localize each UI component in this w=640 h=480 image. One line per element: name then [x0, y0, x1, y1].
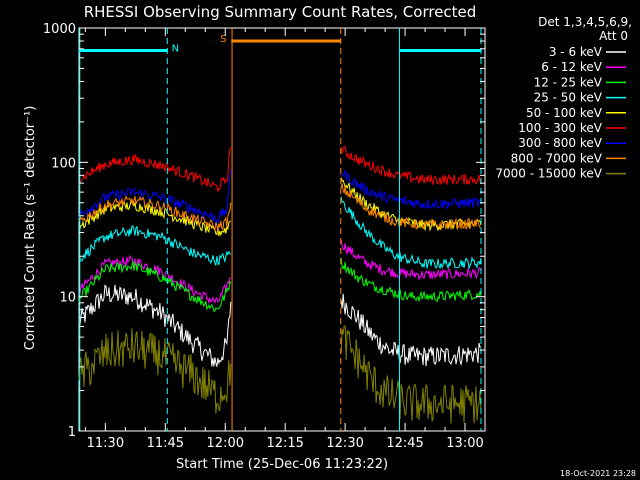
series-line-0-seg-0 — [78, 284, 232, 367]
series-line-7-seg-0 — [78, 195, 232, 232]
series-line-5-seg-1 — [340, 145, 482, 185]
legend-entry-label: 12 - 25 keV — [534, 75, 603, 89]
legend-entry-label: 3 - 6 keV — [549, 45, 603, 59]
x-tick-label: 11:45 — [147, 436, 184, 451]
footer-date: 18-Oct-2021 23:28 — [560, 469, 636, 478]
legend-entry-label: 6 - 12 keV — [541, 60, 603, 74]
y-tick-label: 100 — [51, 156, 76, 171]
series-line-8-seg-0 — [78, 328, 232, 414]
chart-title: RHESSI Observing Summary Count Rates, Co… — [84, 3, 477, 21]
x-tick-label: 12:45 — [386, 436, 423, 451]
series-line-1-seg-0 — [78, 254, 231, 305]
series-line-8-seg-1 — [340, 325, 482, 424]
plot-area — [78, 27, 486, 432]
x-tick-label: 12:30 — [326, 436, 363, 451]
y-tick-label: 1000 — [43, 22, 76, 37]
annotation-layer: NS — [79, 28, 482, 431]
series-line-3-seg-0 — [78, 225, 232, 266]
series-line-3-seg-1 — [340, 196, 482, 270]
plot-frame — [78, 27, 486, 432]
annotation-label-S: S — [220, 34, 226, 45]
legend-entry-label: 25 - 50 keV — [534, 91, 603, 105]
series-line-7-seg-1 — [340, 183, 482, 231]
annotation-label-N: N — [172, 43, 179, 54]
x-axis-label: Start Time (25-Dec-06 11:23:22) — [176, 457, 388, 472]
y-axis-label: Corrected Count Rate (s⁻¹ detector⁻¹) — [23, 106, 38, 351]
x-tick-label: 11:30 — [87, 436, 124, 451]
y-tick-label: 10 — [59, 291, 76, 306]
legend-entry-label: 800 - 7000 keV — [511, 151, 603, 165]
series-line-6-seg-0 — [78, 169, 232, 224]
series-layer — [78, 145, 482, 424]
x-tick-label: 12:00 — [207, 436, 244, 451]
series-line-5-seg-0 — [78, 147, 232, 193]
series-line-4-seg-0 — [78, 200, 231, 237]
series-line-6-seg-1 — [340, 170, 482, 210]
legend-entry-label: 100 - 300 keV — [518, 121, 602, 135]
axis-layer: 11:30 11:45 12:00 12:15 12:30 12:45 13:00 1 10 10… — [43, 22, 486, 451]
x-tick-label: 13:00 — [446, 436, 483, 451]
legend-entry-label: 300 - 800 keV — [518, 136, 602, 150]
series-line-0-seg-1 — [340, 293, 482, 367]
x-tick-label: 12:15 — [266, 436, 303, 451]
series-line-2-seg-0 — [78, 261, 232, 312]
series-line-2-seg-1 — [340, 257, 482, 303]
legend-header-line-2: Att 0 — [599, 29, 628, 43]
series-line-1-seg-1 — [340, 239, 482, 280]
legend-entry-label: 7000 - 15000 keV — [495, 167, 602, 181]
legend-header-line-1: Det 1,3,4,5,6,9, — [538, 15, 632, 29]
legend-entry-label: 50 - 100 keV — [526, 106, 603, 120]
series-line-4-seg-1 — [340, 177, 482, 232]
y-tick-label: 1 — [68, 425, 76, 440]
